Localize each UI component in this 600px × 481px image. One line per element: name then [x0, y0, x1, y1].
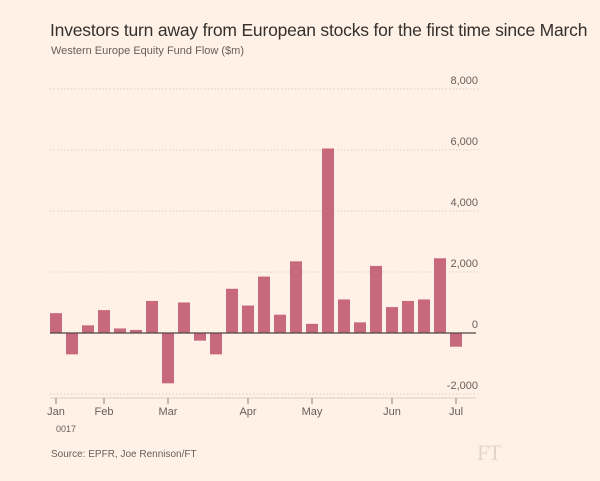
bar [226, 288, 238, 333]
y-tick-label: 0 [472, 319, 478, 331]
bar [370, 265, 382, 333]
bars [50, 148, 462, 384]
bar [418, 299, 430, 333]
bar [66, 333, 78, 355]
bar [338, 299, 350, 333]
bar [178, 302, 190, 333]
y-tick-label: 2,000 [450, 258, 478, 270]
bar [402, 300, 414, 333]
x-tick-label: Mar [159, 406, 178, 418]
bar [50, 313, 62, 333]
chart-subtitle: Western Europe Equity Fund Flow ($m) [51, 45, 244, 57]
y-tick-label: -2,000 [447, 380, 478, 392]
y-tick-label: 4,000 [450, 197, 478, 209]
bar [386, 307, 398, 333]
x-tick-label: Jan [47, 406, 65, 418]
bar [322, 148, 334, 333]
bar [194, 333, 206, 341]
bar [130, 329, 142, 333]
x-tick-label: Jun [383, 406, 401, 418]
bar [290, 261, 302, 333]
bar [162, 333, 174, 384]
bar [450, 333, 462, 347]
bar [242, 305, 254, 333]
bar [210, 333, 222, 355]
bar [98, 310, 110, 333]
y-tick-label: 8,000 [450, 75, 478, 87]
bar [258, 276, 270, 333]
ft-logo: FT [477, 440, 502, 465]
bar [146, 300, 158, 333]
x-tick-label: Feb [95, 406, 114, 418]
bar [274, 314, 286, 333]
gridlines [50, 88, 478, 395]
x-tick-label: Jul [449, 406, 463, 418]
bar [354, 322, 366, 333]
bar [434, 258, 446, 333]
year-label: 0017 [56, 424, 76, 434]
bar [114, 328, 126, 333]
x-tick-label: Apr [239, 406, 256, 418]
axes: 8,000 6,000 4,000 2,000 0 -2,000 Jan Feb Mar Apr M… [47, 75, 478, 434]
x-tick-label: May [302, 406, 323, 418]
chart-title: Investors turn away from European stocks… [50, 20, 588, 40]
bar [82, 325, 94, 333]
y-tick-label: 6,000 [450, 136, 478, 148]
source-note: Source: EPFR, Joe Rennison/FT [51, 449, 197, 460]
bar [306, 323, 318, 333]
